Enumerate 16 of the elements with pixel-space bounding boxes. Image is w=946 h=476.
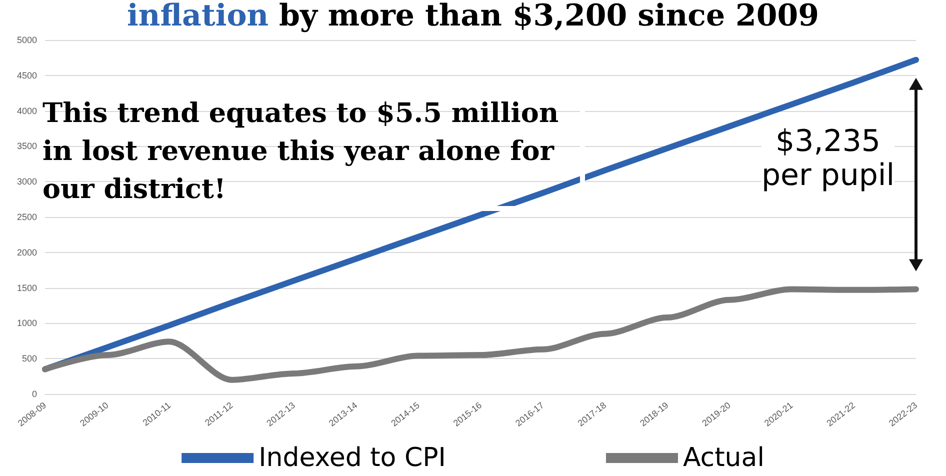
y-tick-label: 500 [22,354,37,364]
legend-label: Actual [682,443,764,473]
y-tick-label: 3500 [16,141,37,152]
annotation: $3,235 per pupil [761,124,895,194]
chart-title: inflation by more than $3,200 since 2009 [127,0,819,34]
y-tick-label: 2000 [16,247,37,258]
y-tick-label: 1000 [16,318,37,328]
y-tick-label: 4500 [16,70,37,80]
y-tick-label: 4000 [16,106,37,116]
y-tick-label: 2500 [16,212,37,222]
legend-label: Indexed to CPI [258,443,446,473]
y-tick-label: 0 [32,389,37,399]
y-tick-label: 5000 [16,35,37,45]
y-tick-label: 1500 [16,282,37,293]
annotation: This trend equates to $5.5 million in lost revenue this year alone for our district! [42,98,568,205]
y-tick-label: 3000 [16,176,37,187]
